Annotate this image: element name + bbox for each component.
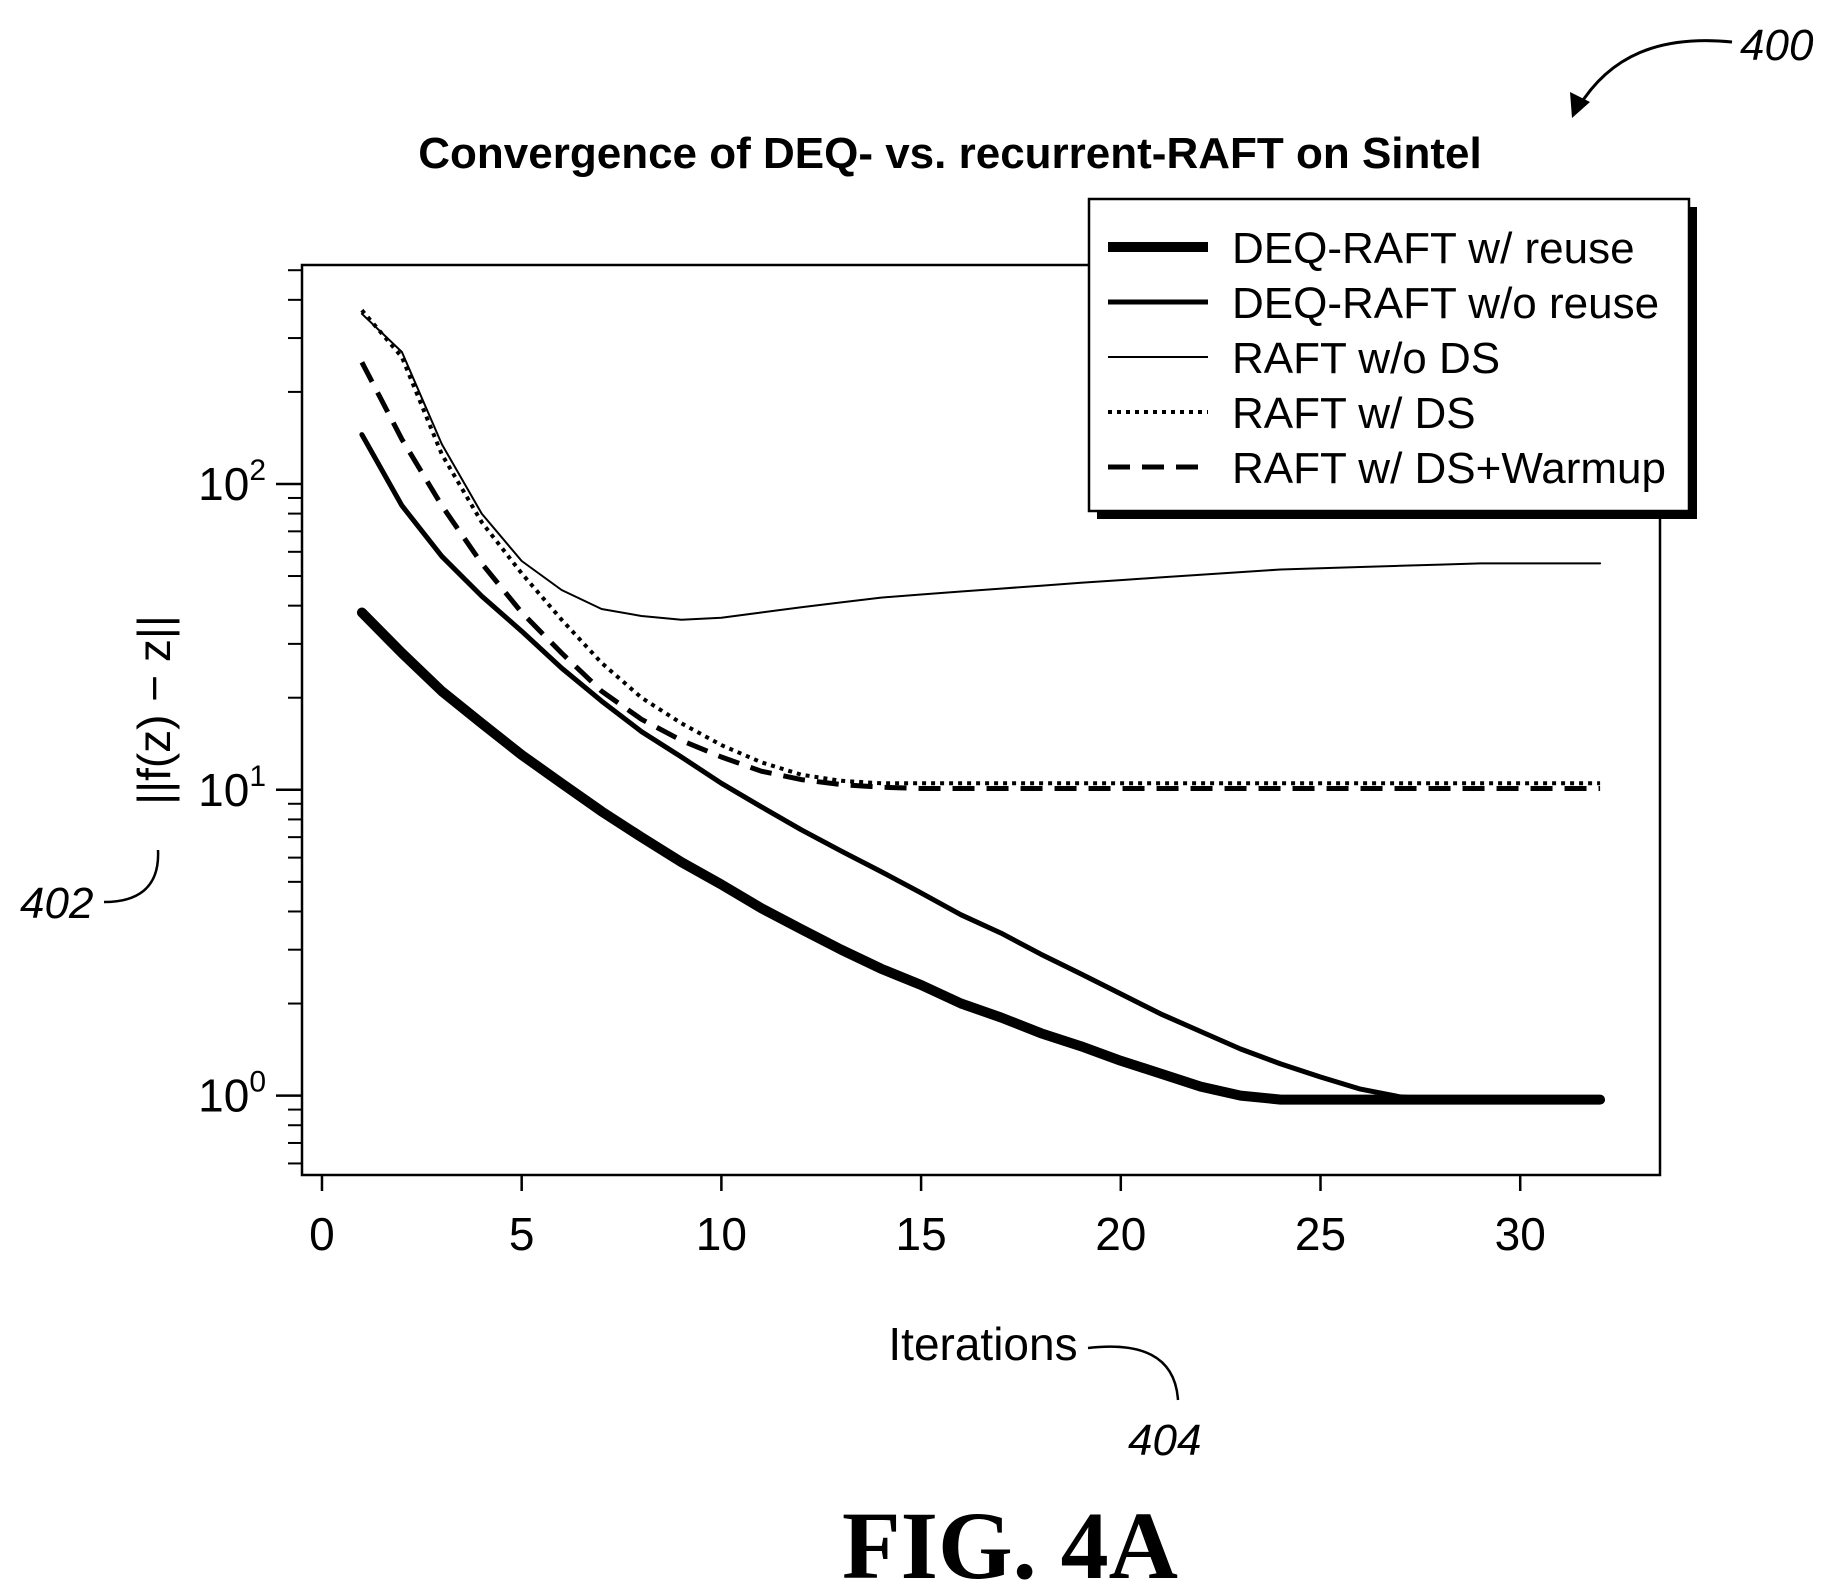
xlabel-ref-numeral: 404 [1128,1416,1201,1465]
xlabel-ref-leader [1087,1345,1180,1401]
x-tick-label: 10 [696,1208,747,1260]
y-tick-base: 10 [198,458,249,510]
y-tick-base: 10 [198,1070,249,1122]
x-tick-label: 5 [509,1208,535,1260]
x-tick-label: 0 [309,1208,335,1260]
ylabel-ref-numeral: 402 [20,879,93,928]
legend-label: DEQ-RAFT w/o reuse [1232,279,1659,328]
x-tick-label: 20 [1095,1208,1146,1260]
legend-label: RAFT w/ DS+Warmup [1232,444,1666,493]
figure-ref-arrowhead [1570,92,1590,118]
legend-label: RAFT w/ DS [1232,389,1476,438]
y-tick-label: 100 [198,1066,266,1122]
plot-frame [300,263,1662,1177]
series-line [359,432,1603,1103]
x-tick-label: 25 [1295,1208,1346,1260]
series-line [356,607,1606,1105]
x-axis-ticks: 0 5 10 15 20 25 30 [309,1175,1546,1260]
ylabel-ref-leader [103,849,160,904]
legend-label: DEQ-RAFT w/ reuse [1232,224,1635,273]
y-tick-label: 101 [198,760,266,816]
figure-ref-arrow [1576,39,1733,109]
y-tick-exponent: 1 [249,760,266,793]
x-tick-label: 30 [1495,1208,1546,1260]
y-tick-label: 102 [198,454,266,510]
figure-label: FIG. 4A [842,1492,1178,1595]
series-layer [356,308,1606,1105]
x-axis-label: Iterations [888,1318,1077,1370]
y-tick-base: 10 [198,764,249,816]
y-axis-label: ||f(z) − z|| [128,615,180,805]
series-line [360,308,1601,786]
y-tick-exponent: 2 [249,454,266,487]
figure-ref-numeral: 400 [1740,21,1814,70]
legend-label: RAFT w/o DS [1232,334,1500,383]
series-line [360,312,1602,621]
x-tick-label: 15 [896,1208,947,1260]
chart-title: Convergence of DEQ- vs. recurrent-RAFT o… [418,129,1482,178]
legend: DEQ-RAFT w/ reuse DEQ-RAFT w/o reuse RAFT … [1087,197,1697,519]
y-tick-exponent: 0 [249,1066,266,1099]
